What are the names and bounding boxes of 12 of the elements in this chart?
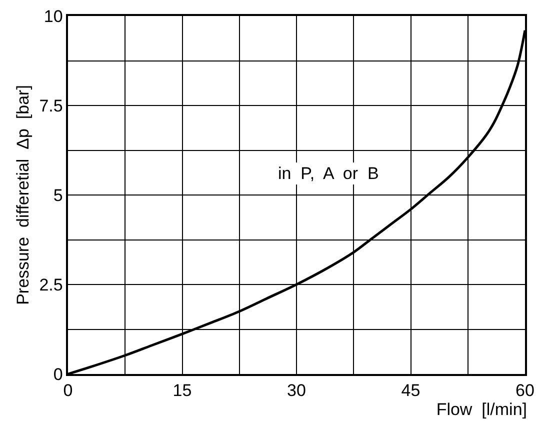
- y-tick-label: 0: [53, 364, 63, 384]
- y-axis-title: Pressure differetial Δp [bar]: [13, 85, 32, 305]
- annotation: in P, A or B: [278, 164, 379, 183]
- y-tick-label: 2.5: [39, 275, 63, 294]
- y-tick-label: 7.5: [39, 96, 63, 116]
- x-tick-label: 60: [516, 381, 534, 400]
- x-tick-label: 45: [401, 381, 420, 400]
- x-axis-title: Flow [l/min]: [436, 400, 527, 420]
- x-tick-label: 30: [287, 381, 306, 400]
- y-tick-label: 5: [53, 186, 63, 205]
- y-tick-label: 10: [44, 6, 63, 26]
- x-tick-label: 15: [172, 381, 192, 400]
